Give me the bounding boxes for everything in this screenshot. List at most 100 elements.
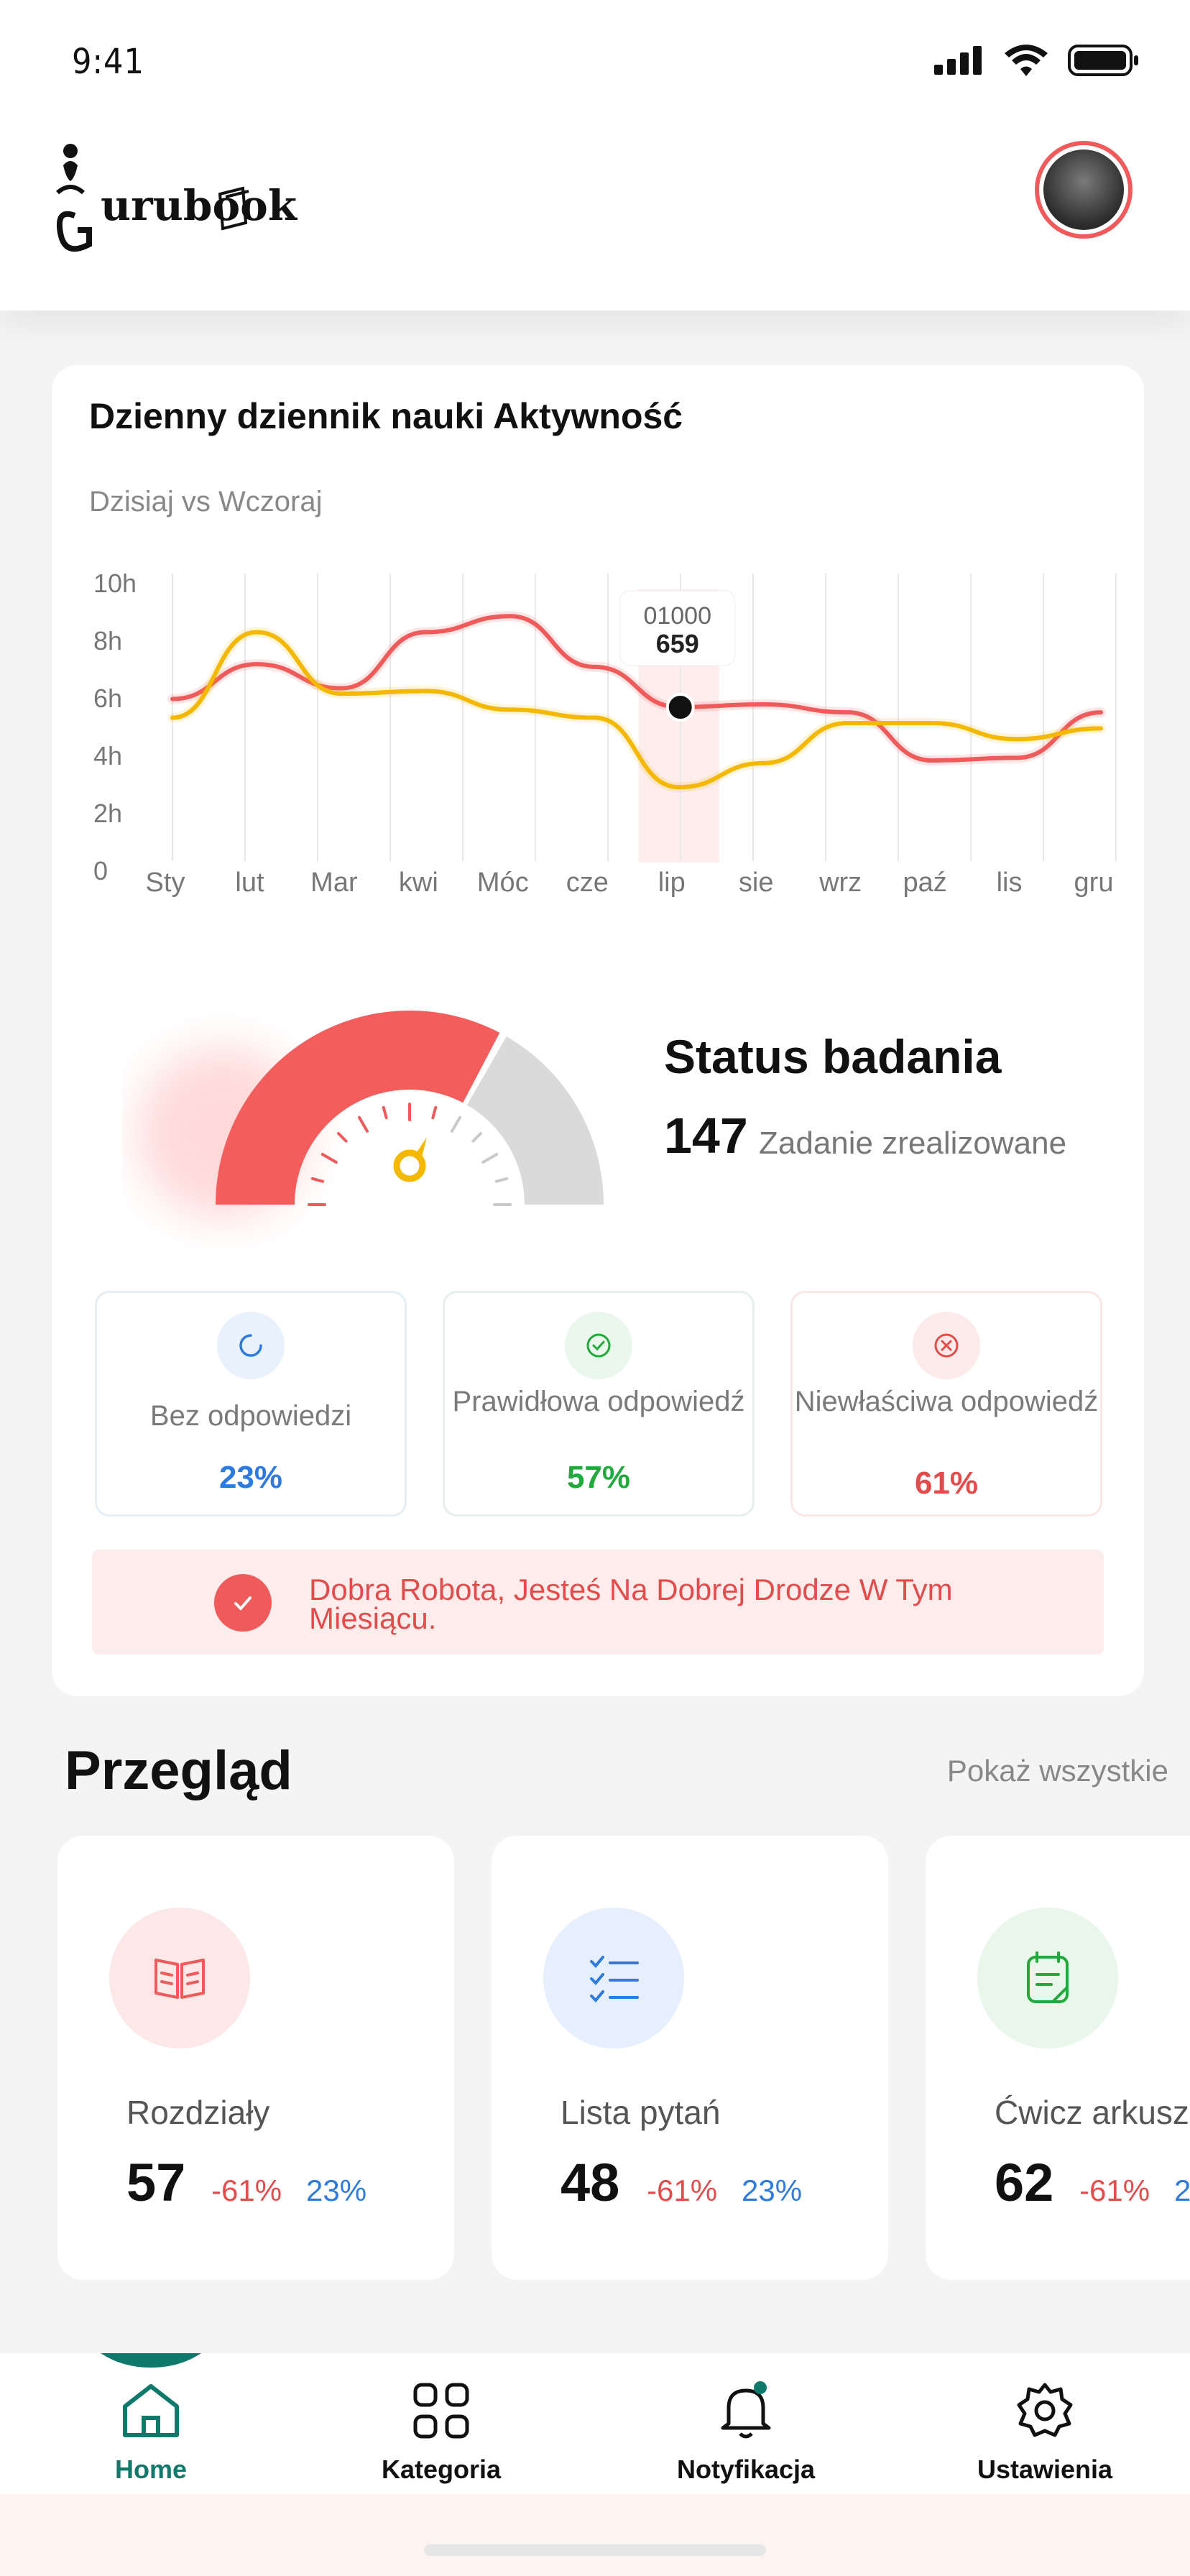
y-tick-label: 8h xyxy=(93,626,122,656)
gauge-tick xyxy=(337,1132,348,1143)
activity-chart: 10h 8h 6h 4h 2h 0 Sty lut Mar kwi Móc cze lip sie wrz p… xyxy=(93,569,1117,898)
tooltip-line1: 01000 xyxy=(643,602,711,630)
gear-icon xyxy=(1017,2383,1073,2437)
overview-card-questions[interactable]: Lista pytań 48 -61% 23% xyxy=(492,1836,888,2280)
overview-card-name: Rozdziały xyxy=(126,2094,270,2131)
study-gauge xyxy=(137,1011,604,1219)
show-all-link[interactable]: Pokaż wszystkie xyxy=(946,1754,1168,1788)
gauge-tick xyxy=(310,1177,325,1183)
gauge-tick xyxy=(320,1153,338,1164)
gauge-tick xyxy=(451,1116,461,1133)
gauge-tick xyxy=(471,1132,482,1143)
user-avatar[interactable] xyxy=(1035,141,1133,239)
avatar-image xyxy=(1043,150,1124,230)
gauge-tick xyxy=(358,1116,369,1133)
app-header xyxy=(0,0,1190,310)
y-tick-label: 6h xyxy=(93,684,122,713)
overview-card-name: Ćwicz arkusz xyxy=(995,2094,1189,2131)
tooltip-line2: 659 xyxy=(656,629,699,658)
worksheet-icon xyxy=(977,1908,1118,2048)
signal-icon xyxy=(934,46,982,75)
stat-percent: 61% xyxy=(914,1466,979,1501)
stat-incorrect[interactable]: Niewłaściwa odpowiedź 61% xyxy=(790,1291,1102,1517)
x-tick-label: lis xyxy=(997,868,1023,898)
wifi-icon xyxy=(1005,45,1048,76)
x-tick-label: lut xyxy=(235,868,264,898)
stat-percent: 57% xyxy=(566,1460,631,1495)
gauge-arc-rest xyxy=(466,1036,604,1205)
overview-title: Przegląd xyxy=(65,1740,292,1801)
status-time: 9:41 xyxy=(72,42,144,82)
series-line-0 xyxy=(170,614,1103,763)
overview-card-worksheet[interactable]: Ćwicz arkusz 62 -61% 23% xyxy=(926,1836,1190,2280)
overview-card-pos: 23% xyxy=(742,2174,803,2207)
nav-notifications[interactable]: Notyfikacja xyxy=(660,2378,832,2485)
x-tick-label: sie xyxy=(739,868,774,898)
gauge-tick xyxy=(481,1153,499,1164)
active-tab-indicator xyxy=(101,2353,201,2368)
stat-percent: 23% xyxy=(218,1460,283,1495)
tooltip-box xyxy=(619,590,736,666)
series-line-1 xyxy=(170,630,1103,790)
grid-icon xyxy=(413,2383,469,2439)
overview-card-neg: -61% xyxy=(647,2174,718,2207)
battery-icon xyxy=(1068,45,1138,76)
overview-card-neg: -61% xyxy=(1079,2174,1150,2207)
x-tick-label: gru xyxy=(1074,868,1114,898)
gauge-needle-icon xyxy=(393,1137,427,1182)
overview-card-count: 57 xyxy=(126,2153,186,2212)
nav-home[interactable]: Home xyxy=(65,2378,237,2485)
y-tick-label: 10h xyxy=(93,569,137,598)
nav-label: Home xyxy=(114,2455,188,2484)
tooltip-point xyxy=(665,693,695,722)
nav-label: Ustawienia xyxy=(977,2455,1113,2484)
study-status-label: Zadanie zrealizowane xyxy=(759,1126,1067,1161)
status-icons xyxy=(934,45,1140,76)
logo-mark-icon xyxy=(56,144,249,252)
gauge-tick xyxy=(382,1105,388,1120)
activity-title: Dzienny dziennik nauki Aktywność xyxy=(89,396,683,436)
home-indicator xyxy=(424,2544,766,2556)
y-tick-label: 0 xyxy=(93,856,108,886)
stat-label: Prawidłowa odpowiedź xyxy=(452,1386,745,1417)
loading-icon xyxy=(217,1312,285,1379)
activity-subtitle: Dzisiaj vs Wczoraj xyxy=(89,486,323,518)
x-circle-icon xyxy=(913,1312,980,1379)
x-tick-label: wrz xyxy=(818,868,862,898)
study-status-count: 147 xyxy=(664,1108,748,1164)
nav-label: Notyfikacja xyxy=(676,2455,816,2484)
stat-label: Niewłaściwa odpowiedź xyxy=(794,1386,1099,1417)
gauge-tick xyxy=(431,1105,438,1120)
x-tick-label: Móc xyxy=(477,868,529,898)
x-tick-label: Sty xyxy=(146,868,185,898)
nav-label: Kategoria xyxy=(381,2455,502,2484)
overview-card-neg: -61% xyxy=(211,2174,282,2207)
nav-settings[interactable]: Ustawienia xyxy=(959,2378,1131,2485)
x-tick-label: kwi xyxy=(399,868,438,898)
x-tick-label: cze xyxy=(566,868,609,898)
nav-category[interactable]: Kategoria xyxy=(355,2378,527,2485)
x-tick-label: lip xyxy=(658,868,686,898)
check-circle-icon xyxy=(565,1312,632,1379)
x-tick-label: Mar xyxy=(310,868,358,898)
gauge-arc-filled xyxy=(216,1011,500,1205)
overview-card-count: 48 xyxy=(561,2153,620,2212)
y-tick-label: 4h xyxy=(93,741,122,770)
gauge-tick xyxy=(494,1177,509,1183)
list-icon xyxy=(543,1908,684,2048)
motivation-banner: Dobra Robota, Jesteś Na Dobrej Drodze W … xyxy=(92,1550,1104,1655)
bell-icon xyxy=(721,2381,771,2439)
overview-card-pos: 23% xyxy=(1174,2174,1190,2207)
check-icon xyxy=(214,1574,272,1632)
banner-text: Dobra Robota, Jesteś Na Dobrej Drodze W … xyxy=(309,1573,953,1635)
overview-card-pos: 23% xyxy=(306,2174,367,2207)
stat-correct[interactable]: Prawidłowa odpowiedź 57% xyxy=(443,1291,755,1517)
x-tick-label: paź xyxy=(903,868,946,898)
overview-card-count: 62 xyxy=(995,2153,1054,2212)
stat-unanswered[interactable]: Bez odpowiedzi 23% xyxy=(95,1291,407,1517)
y-tick-label: 2h xyxy=(93,799,122,828)
logo-text: urubook xyxy=(101,181,298,230)
overview-card-name: Lista pytań xyxy=(561,2094,721,2131)
home-icon xyxy=(123,2384,179,2437)
overview-card-chapters[interactable]: Rozdziały 57 -61% 23% xyxy=(57,1836,454,2280)
